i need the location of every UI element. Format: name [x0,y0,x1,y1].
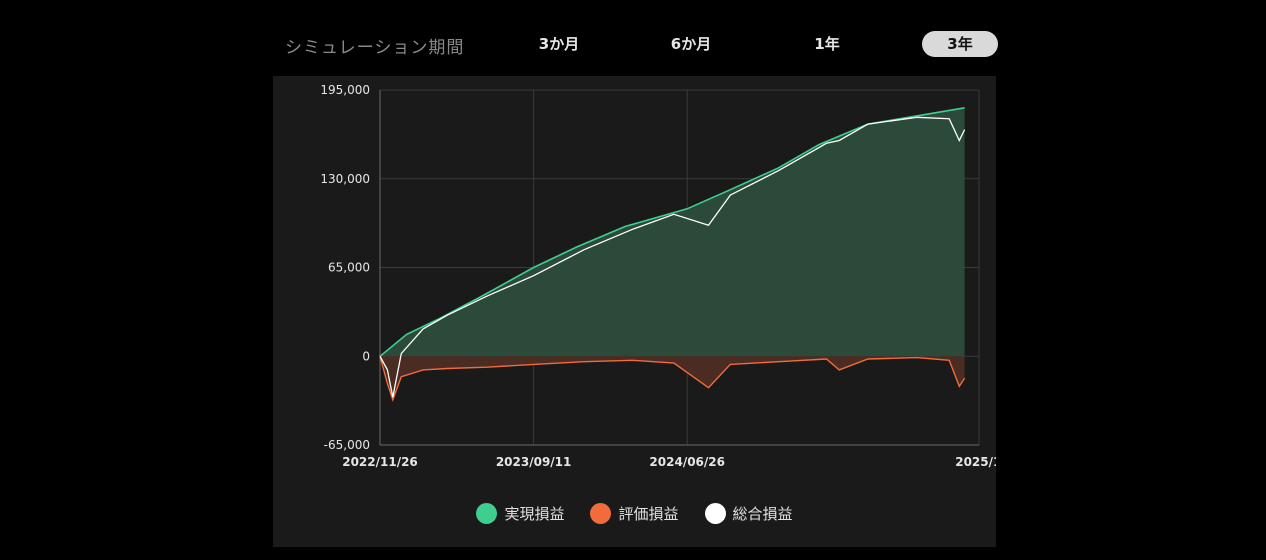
unrealized-line [379,356,966,403]
realized-legend-dot [476,502,498,524]
legend-item-realized[interactable]: 実現損益 [476,502,565,524]
total-legend-label: 総合損益 [732,504,793,523]
x-tick-label: 2025/12/27 [955,455,996,469]
chart-legend: 実現損益 評価損益 総合損益 [273,500,996,526]
y-tick-label: -65,000 [324,438,370,452]
period-label: シミュレーション期間 [285,38,465,58]
unrealized-area [380,356,965,400]
y-tick-label: 65,000 [328,261,370,275]
period-6-months-button[interactable]: 6か月 [670,35,712,53]
pnl-chart: 195,000 130,000 65,000 0 -65,000 2022/11/26 20… [320,83,996,469]
x-tick-label: 2024/06/26 [649,455,725,469]
y-tick-label: 130,000 [320,172,370,186]
realized-line [379,107,965,357]
period-1-year-button[interactable]: 1年 [814,35,840,53]
realized-legend-label: 実現損益 [504,504,565,523]
unrealized-legend-dot [590,502,612,524]
y-tick-label: 195,000 [320,83,370,97]
realized-area [380,107,965,357]
period-3-years-button[interactable]: 3年 [922,31,998,57]
y-tick-label: 0 [362,349,370,363]
legend-item-unrealized[interactable]: 評価損益 [590,502,679,524]
x-tick-label: 2023/09/11 [496,455,572,469]
total-legend-dot [704,502,726,524]
legend-item-total[interactable]: 総合損益 [704,502,793,524]
period-selector: シミュレーション期間 3か月 6か月 1年 3年 [273,28,1003,62]
chart-panel: 195,000 130,000 65,000 0 -65,000 2022/11/26 20… [273,76,996,547]
total-line [379,116,966,398]
unrealized-legend-label: 評価損益 [618,504,679,523]
period-3-months-button[interactable]: 3か月 [538,35,580,53]
x-tick-label: 2022/11/26 [342,455,418,469]
